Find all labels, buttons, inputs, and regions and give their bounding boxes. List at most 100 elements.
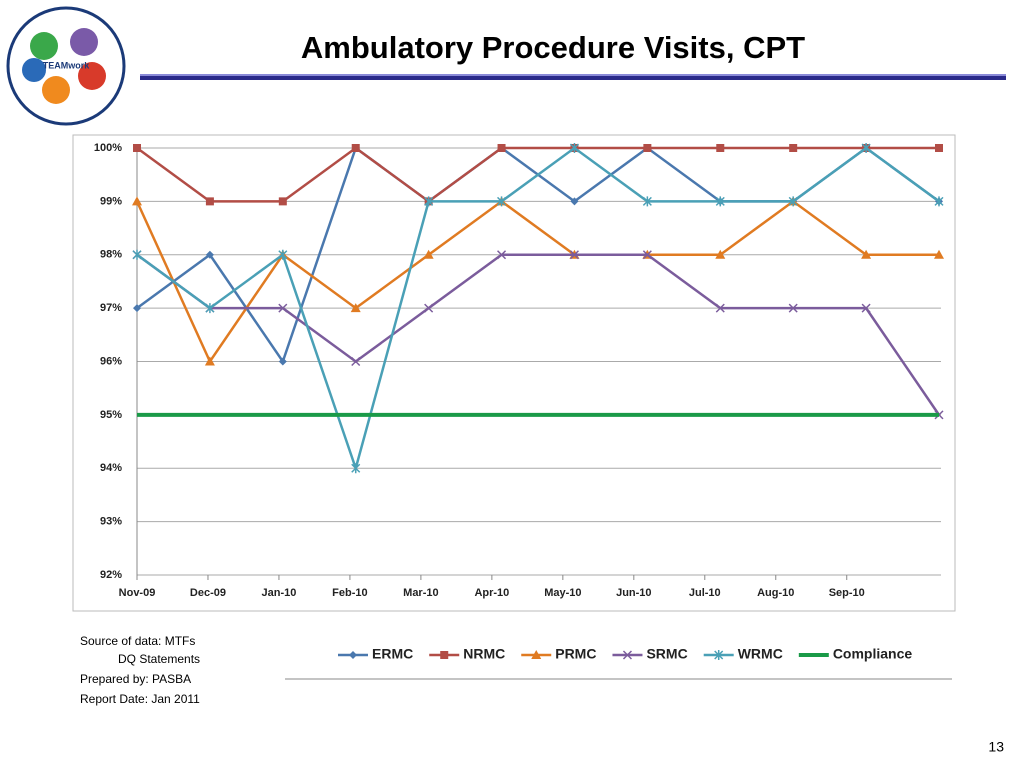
legend-label: PRMC [555, 646, 596, 662]
marker [569, 143, 579, 153]
legend-label: NRMC [463, 646, 505, 662]
x-tick-label: Aug-10 [757, 587, 794, 599]
y-tick-label: 96% [100, 355, 122, 367]
marker [204, 356, 215, 366]
marker [132, 196, 142, 206]
marker [133, 144, 141, 152]
series [132, 143, 944, 474]
logo-text: TEAMwork [43, 60, 90, 70]
y-tick-label: 99% [100, 195, 122, 207]
marker [423, 249, 434, 259]
marker [622, 650, 632, 660]
marker [716, 144, 725, 152]
marker [351, 356, 361, 367]
series-line [136, 146, 940, 473]
y-tick-label: 97% [100, 302, 122, 314]
marker [715, 303, 725, 313]
y-tick-label: 98% [100, 249, 122, 261]
marker [934, 249, 944, 259]
marker [278, 303, 288, 313]
note: Prepared by: PASBA [80, 672, 191, 686]
marker [714, 650, 724, 660]
marker [205, 250, 214, 259]
logo-hand [42, 76, 70, 104]
y-tick-label: 92% [100, 569, 122, 581]
note: DQ Statements [118, 652, 200, 666]
x-tick-label: Feb-10 [332, 587, 367, 599]
legend-item: SRMC [612, 646, 688, 662]
marker [351, 463, 361, 474]
marker [497, 144, 506, 152]
marker [935, 144, 943, 152]
x-tick-label: May-10 [544, 587, 581, 599]
series-line [135, 199, 939, 365]
x-tick-label: Dec-09 [190, 587, 226, 599]
marker [278, 249, 288, 260]
marker [861, 143, 871, 153]
note: Report Date: Jan 2011 [80, 692, 200, 706]
marker [531, 650, 542, 659]
marker [788, 303, 798, 313]
marker [715, 196, 725, 207]
legend-item: NRMC [429, 646, 505, 662]
marker [934, 196, 944, 207]
legend-item: ERMC [338, 646, 413, 662]
title-rule-highlight [140, 74, 1006, 76]
logo-hand [22, 58, 46, 82]
marker [424, 303, 434, 313]
legend-label: ERMC [372, 646, 413, 662]
x-tick-label: Jan-10 [262, 587, 297, 599]
y-tick-label: 93% [100, 516, 122, 528]
legend-label: Compliance [833, 646, 913, 662]
marker [570, 197, 579, 206]
marker [278, 357, 287, 366]
x-tick-label: Jul-10 [689, 587, 721, 599]
marker [642, 196, 652, 207]
marker [133, 304, 141, 313]
slide-title: Ambulatory Procedure Visits, CPT [301, 30, 805, 65]
marker [569, 250, 579, 260]
legend-label: SRMC [646, 646, 687, 662]
y-tick-label: 95% [100, 409, 122, 421]
marker [205, 197, 214, 206]
marker [424, 196, 434, 207]
marker [132, 249, 142, 260]
marker [497, 250, 507, 260]
marker [789, 144, 798, 152]
series-line [136, 146, 939, 203]
chart-frame [72, 134, 956, 612]
x-tick-label: Jun-10 [616, 587, 651, 599]
marker [715, 249, 726, 259]
logo-hand [78, 62, 106, 90]
x-tick-label: Mar-10 [403, 587, 438, 599]
legend-item: PRMC [521, 646, 596, 662]
marker [440, 651, 449, 659]
legend-label: WRMC [738, 646, 783, 662]
title-rule [140, 74, 1006, 80]
marker [350, 303, 361, 313]
marker [643, 144, 652, 152]
y-tick-label: 100% [94, 142, 122, 154]
marker [861, 249, 872, 259]
page-number: 13 [988, 739, 1004, 755]
logo: TEAMwork [6, 6, 126, 126]
legend-item: Compliance [798, 646, 913, 662]
logo-hand [70, 28, 98, 56]
marker [861, 303, 871, 313]
x-tick-label: Nov-09 [119, 587, 156, 599]
marker [642, 250, 652, 260]
marker [497, 196, 507, 207]
marker [349, 651, 357, 659]
marker [278, 197, 287, 206]
note: Source of data: MTFs [80, 634, 195, 648]
marker [351, 144, 360, 152]
marker [205, 303, 215, 314]
series-line [136, 253, 941, 416]
logo-hand [30, 32, 58, 60]
x-tick-label: Sep-10 [829, 587, 865, 599]
marker [788, 196, 798, 207]
y-tick-label: 94% [100, 462, 122, 474]
legend-item: WRMC [703, 646, 783, 662]
x-tick-label: Apr-10 [474, 587, 509, 599]
